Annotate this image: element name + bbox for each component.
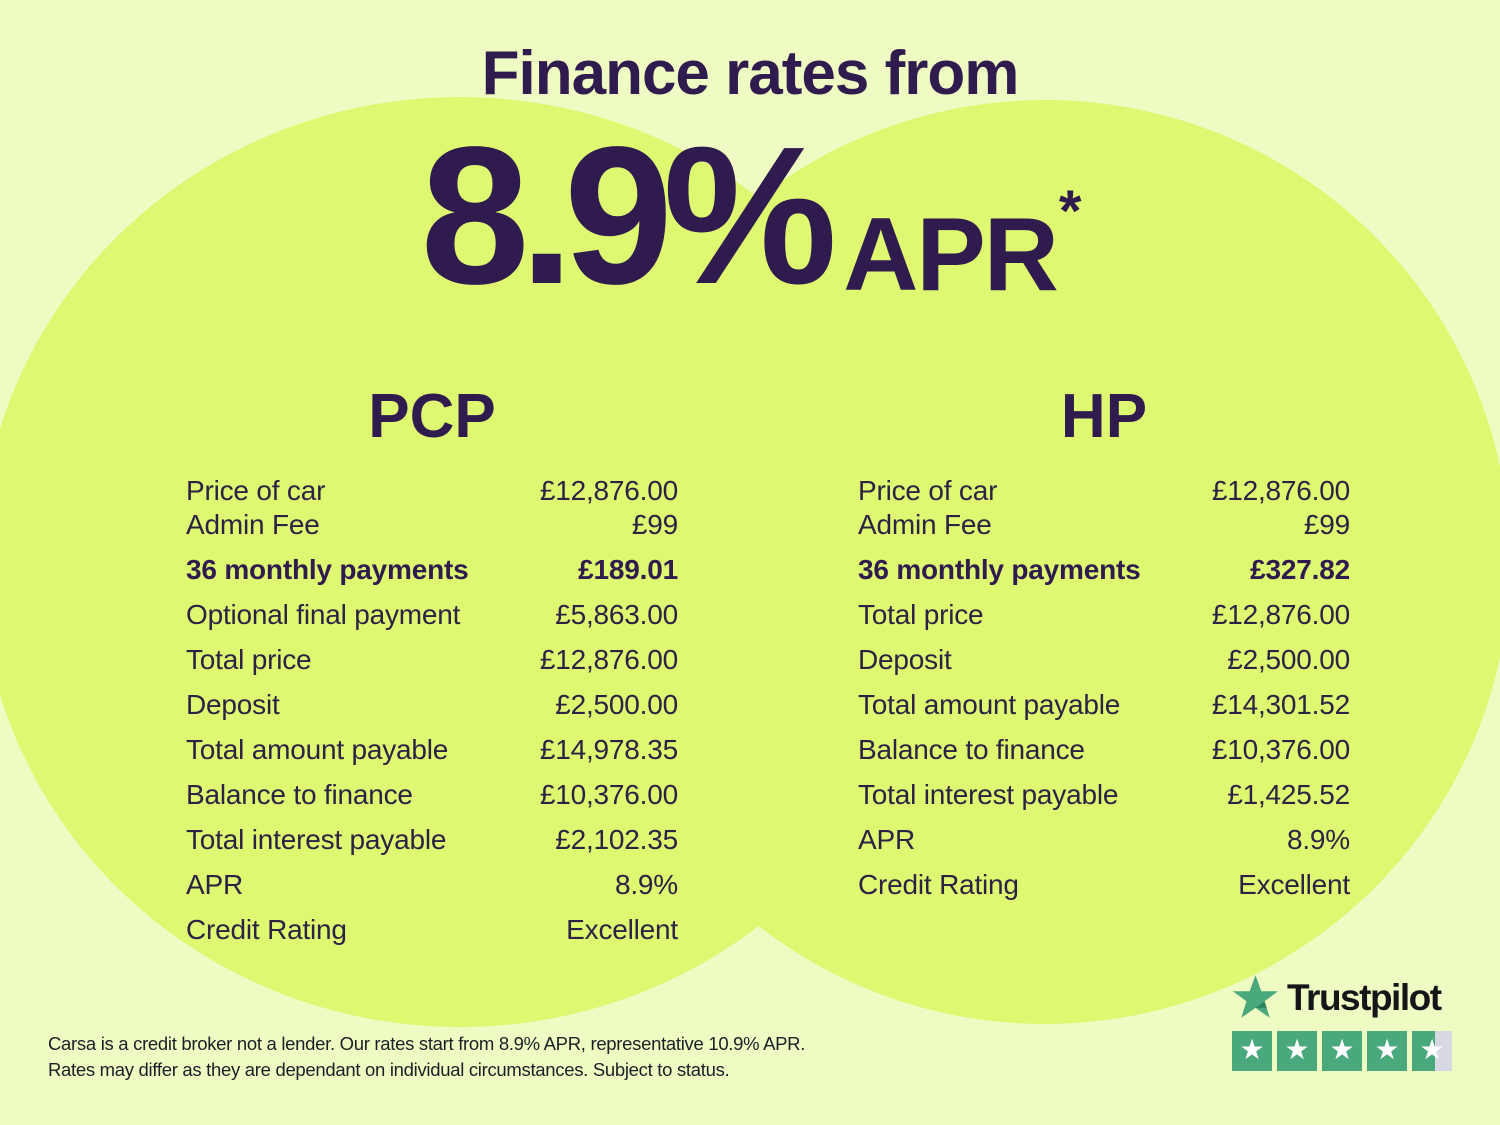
row-value: £1,425.52 [1227,779,1350,810]
table-row: Total amount payable £14,301.52 [858,688,1350,722]
star-icon: ★ [1374,1033,1400,1066]
pcp-table: Price of car £12,876.00 Admin Fee £99 36… [186,474,678,947]
page-title: Finance rates from [481,39,1020,108]
trustpilot-widget: Trustpilot ★ ★ ★ ★ ★ [1232,975,1452,1071]
disclaimer-line-2: Rates may differ as they are dependant o… [48,1059,730,1080]
row-label: 36 monthly payments [858,554,1141,585]
row-label: APR [858,824,915,855]
row-value: £189.01 [578,554,678,585]
row-label: Price of car [186,475,326,506]
table-row: Total amount payable £14,978.35 [186,733,678,767]
apr-headline: 8.9% APR * [0,118,1500,314]
row-label: Admin Fee [186,509,320,540]
rating-star-box: ★ [1277,1031,1317,1071]
row-value: £14,301.52 [1211,689,1350,720]
rating-star-box: ★ [1232,1031,1272,1071]
row-label: 36 monthly payments [186,554,469,585]
row-label: Deposit [858,644,952,675]
row-value: £2,500.00 [1227,644,1350,675]
rating-star-box: ★ [1412,1031,1452,1071]
row-label: Total price [858,599,984,630]
hp-column: HP Price of car £12,876.00 Admin Fee £99… [858,386,1350,902]
row-value: Excellent [566,914,678,945]
hp-title: HP [1060,382,1148,451]
row-value: £5,863.00 [555,599,678,630]
row-value: £99 [631,509,678,540]
trustpilot-logo: Trustpilot [1232,975,1452,1020]
row-label: Total interest payable [186,824,447,855]
row-label: Total price [186,644,312,675]
row-value: £327.82 [1250,554,1350,585]
table-row: 36 monthly payments £189.01 [186,553,678,587]
hp-table: Price of car £12,876.00 Admin Fee £99 36… [858,474,1350,902]
row-value: Excellent [1238,869,1350,900]
row-label: Total interest payable [858,779,1119,810]
table-row: Price of car £12,876.00 [858,474,1350,508]
star-icon: ★ [1284,1033,1310,1066]
table-row: Deposit £2,500.00 [186,688,678,722]
rating-star-box: ★ [1367,1031,1407,1071]
table-row: Total interest payable £2,102.35 [186,823,678,857]
row-label: Total amount payable [858,689,1121,720]
table-row: Balance to finance £10,376.00 [858,733,1350,767]
row-value: £12,876.00 [1211,599,1350,630]
table-row: Admin Fee £99 [858,508,1350,542]
row-value: £2,500.00 [555,689,678,720]
row-value: £10,376.00 [1211,734,1350,765]
apr-rate-value: 8.9% [420,106,838,325]
table-row: Admin Fee £99 [186,508,678,542]
row-label: APR [186,869,243,900]
pcp-title: PCP [368,382,496,451]
row-label: Admin Fee [858,509,992,540]
row-label: Deposit [186,689,280,720]
apr-asterisk: * [1058,179,1082,244]
table-row: Price of car £12,876.00 [186,474,678,508]
trustpilot-star-icon [1232,975,1279,1018]
row-label: Balance to finance [186,779,413,810]
row-label: Optional final payment [186,599,461,630]
row-label: Price of car [858,475,998,506]
row-value: £10,376.00 [539,779,678,810]
row-value: 8.9% [1286,824,1350,855]
star-icon: ★ [1419,1033,1445,1066]
table-row: APR 8.9% [858,823,1350,857]
table-row: 36 monthly payments £327.82 [858,553,1350,587]
table-row: Optional final payment £5,863.00 [186,598,678,632]
background-circle-right [580,100,1500,1024]
row-value: £99 [1303,509,1350,540]
star-icon: ★ [1239,1033,1265,1066]
pcp-column: PCP Price of car £12,876.00 Admin Fee £9… [186,386,678,947]
trustpilot-rating-stars: ★ ★ ★ ★ ★ [1232,1031,1452,1071]
disclaimer: Carsa is a credit broker not a lender. O… [48,1031,805,1083]
trustpilot-wordmark: Trustpilot [1287,976,1442,1018]
row-label: Credit Rating [186,914,347,945]
row-label: Balance to finance [858,734,1085,765]
table-row: Total price £12,876.00 [186,643,678,677]
table-row: Credit Rating Excellent [186,913,678,947]
table-row: Total price £12,876.00 [858,598,1350,632]
row-value: £12,876.00 [539,644,678,675]
disclaimer-line-1: Carsa is a credit broker not a lender. O… [48,1033,806,1054]
row-value: £12,876.00 [539,475,678,506]
table-row: Total interest payable £1,425.52 [858,778,1350,812]
row-value: £12,876.00 [1211,475,1350,506]
rating-star-box: ★ [1322,1031,1362,1071]
table-row: Balance to finance £10,376.00 [186,778,678,812]
table-row: APR 8.9% [186,868,678,902]
star-icon: ★ [1329,1033,1355,1066]
table-row: Deposit £2,500.00 [858,643,1350,677]
row-value: 8.9% [614,869,678,900]
apr-label: APR [843,197,1059,313]
row-label: Credit Rating [858,869,1019,900]
row-value: £2,102.35 [555,824,678,855]
row-value: £14,978.35 [539,734,678,765]
table-row: Credit Rating Excellent [858,868,1350,902]
row-label: Total amount payable [186,734,449,765]
